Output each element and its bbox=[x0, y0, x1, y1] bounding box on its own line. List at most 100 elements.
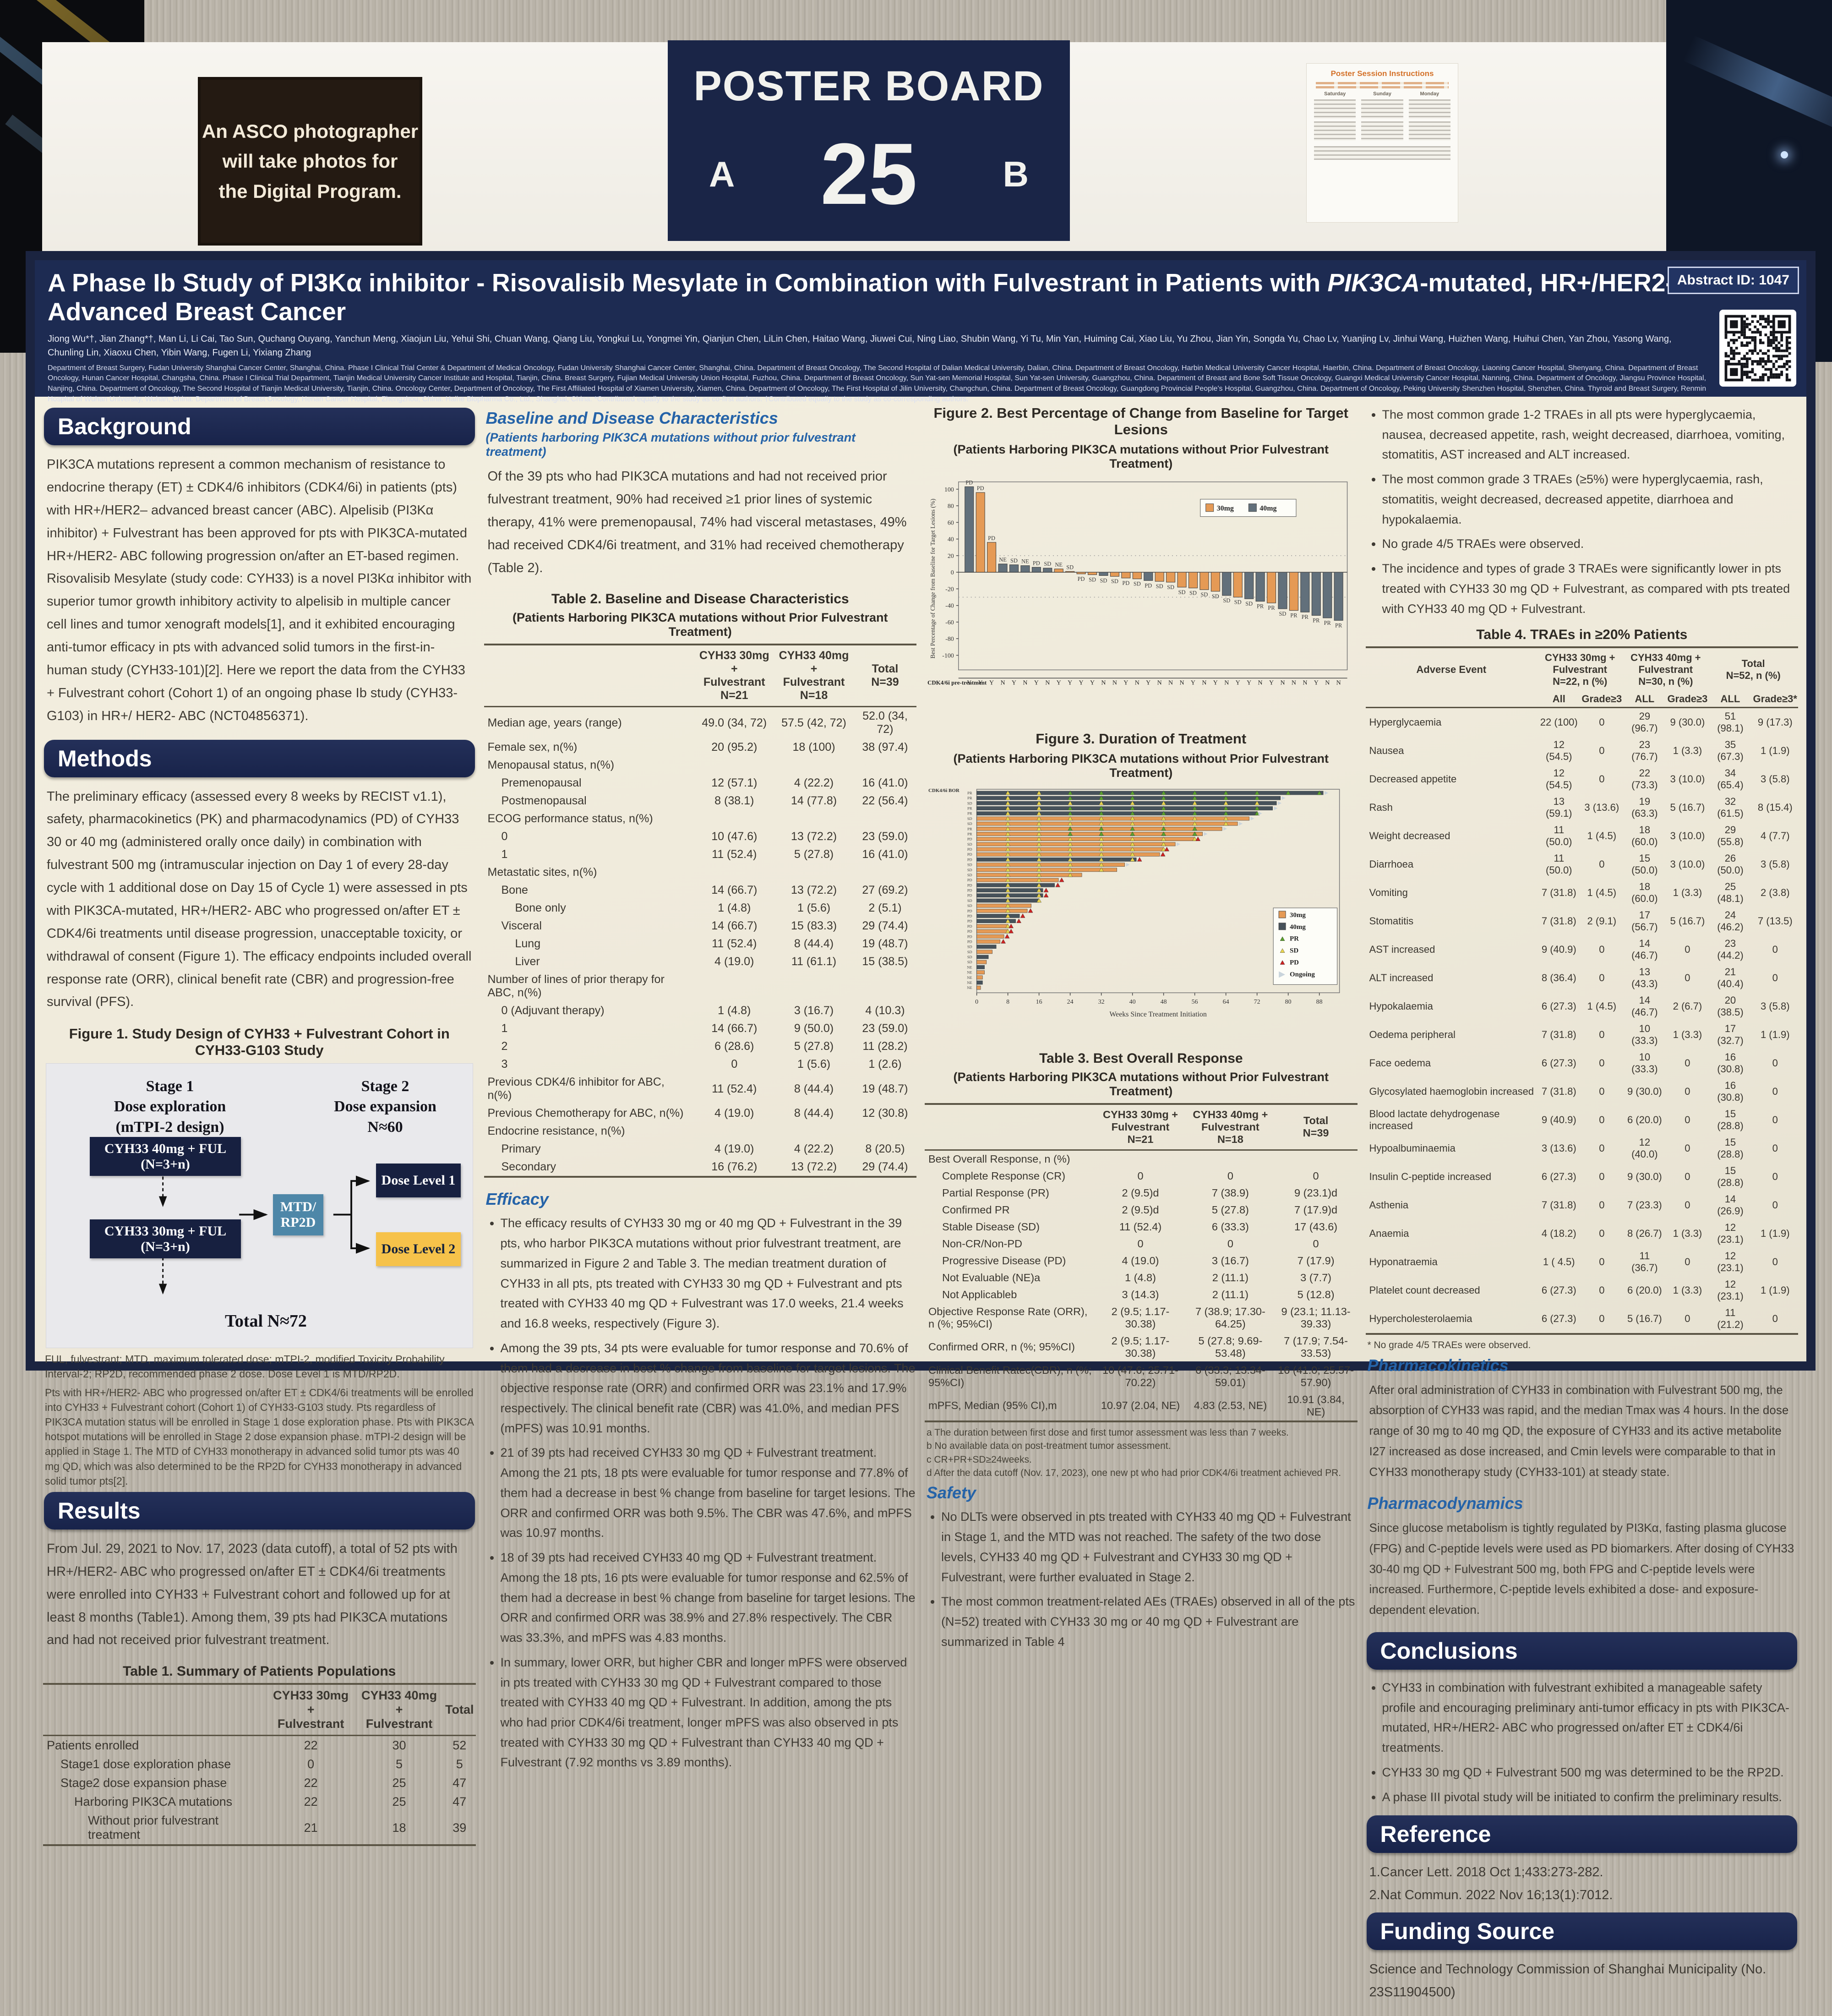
svg-text:N: N bbox=[1101, 679, 1106, 686]
svg-text:24: 24 bbox=[1067, 999, 1074, 1005]
cell-value: 3 (10.0) bbox=[1670, 830, 1705, 842]
cell-value: 0 bbox=[1599, 1199, 1605, 1211]
cell-value: 1 (3.3) bbox=[1673, 1029, 1702, 1041]
svg-text:N: N bbox=[1258, 679, 1263, 686]
cell-value: 17 (32.7) bbox=[1717, 1023, 1744, 1047]
svg-text:SD: SD bbox=[1178, 589, 1186, 596]
svg-text:N: N bbox=[1135, 679, 1140, 686]
svg-text:0: 0 bbox=[951, 569, 954, 576]
table-row: Stage2 dose expansion phase 22 25 47 bbox=[43, 1774, 476, 1792]
table-row: Bone 14 (66.7) 13 (72.2) 27 (69.2) bbox=[484, 881, 917, 899]
svg-text:PR: PR bbox=[967, 791, 972, 795]
svg-text:Y: Y bbox=[1314, 679, 1319, 686]
cell-value: 8 (20.5) bbox=[865, 1142, 905, 1156]
cell-value bbox=[694, 1122, 774, 1140]
scientific-poster: A Phase Ib Study of PI3Kα inhibitor - Ri… bbox=[26, 251, 1816, 2000]
waterfall-bar bbox=[1311, 572, 1321, 616]
table2-baseline-characteristics: CYH33 30mg + Fulvestrant N=21 CYH33 40mg … bbox=[484, 644, 917, 1178]
svg-text:SD: SD bbox=[967, 955, 972, 959]
asco-photographer-sign: An ASCO photographer will take photos fo… bbox=[198, 77, 422, 246]
section-conclusions: Conclusions bbox=[1366, 1632, 1797, 1670]
cell-value: 13 (72.2) bbox=[774, 1158, 854, 1178]
cell-value: 14 (46.7) bbox=[1631, 938, 1658, 962]
svg-text:PR: PR bbox=[1335, 622, 1342, 628]
table-row: Vomiting 7 (31.8) 1 (4.5) 18 (60.0) 1 (3.3) 2… bbox=[1366, 879, 1799, 907]
cell-value: 0 bbox=[1599, 1171, 1605, 1183]
cell-value: 0 bbox=[1685, 972, 1690, 984]
row-label: Secondary bbox=[484, 1158, 695, 1178]
cell-value: 24 (46.2) bbox=[1717, 909, 1744, 933]
section-background: Background bbox=[44, 408, 475, 445]
poster-title: A Phase Ib Study of PI3Kα inhibitor - Ri… bbox=[48, 268, 1710, 327]
cell-value: 0 bbox=[731, 1058, 738, 1071]
cell-value: 4 (7.7) bbox=[1760, 830, 1790, 842]
waterfall-bar bbox=[998, 563, 1008, 573]
row-label: Endocrine resistance, n(%) bbox=[487, 1125, 625, 1138]
waterfall-bar bbox=[1323, 572, 1332, 618]
cell-value: 7 (31.8) bbox=[1541, 915, 1576, 927]
svg-text:SD: SD bbox=[1279, 611, 1287, 617]
table-column-header: Total bbox=[443, 1683, 476, 1737]
table-row: Nausea 12 (54.5) 0 23 (76.7) 1 (3.3) 35 (67.3… bbox=[1366, 737, 1799, 765]
cell-value: 22 (56.4) bbox=[862, 794, 908, 808]
cell-value: 23 (76.7) bbox=[1631, 739, 1658, 763]
cell-value: 1 (5.6) bbox=[797, 901, 831, 915]
svg-text:PR: PR bbox=[1290, 935, 1299, 943]
table3-footnote-a: a The duration between first dose and fi… bbox=[927, 1427, 1289, 1438]
cell-value: 9 (17.3) bbox=[1757, 716, 1793, 728]
svg-text:72: 72 bbox=[1254, 999, 1260, 1005]
poster-board-side-a: A bbox=[709, 153, 735, 194]
figure1-stage1-heading: Stage 1 Dose exploration (mTPI-2 design) bbox=[114, 1078, 226, 1136]
cell-value: 0 bbox=[307, 1757, 315, 1771]
table-row: Hyperglycaemia 22 (100) 0 29 (96.7) 9 (30.0)… bbox=[1366, 708, 1799, 737]
swimmer-bar bbox=[976, 945, 997, 949]
cell-value: 22 (73.3) bbox=[1631, 767, 1658, 791]
row-label: Primary bbox=[501, 1142, 541, 1156]
cell-value: 7 (31.8) bbox=[1541, 1199, 1576, 1211]
cell-value bbox=[694, 756, 774, 774]
svg-text:-80: -80 bbox=[945, 636, 954, 643]
cell-value: 8 (44.4) bbox=[794, 937, 834, 951]
svg-text:N: N bbox=[1168, 679, 1173, 686]
cell-value: 4 (18.2) bbox=[1541, 1228, 1576, 1240]
table3-footnote-b: b No available data on post-treatment tu… bbox=[927, 1441, 1171, 1452]
cell-value: 22 (100) bbox=[1540, 716, 1578, 728]
table-row: AST increased 9 (40.9) 0 14 (46.7) 0 23 (44.2… bbox=[1366, 935, 1799, 964]
qr-code bbox=[1719, 310, 1796, 387]
cell-value: 16 (41.0; 25.57-57.90) bbox=[1278, 1364, 1354, 1388]
cell-value: 0 bbox=[1772, 1086, 1778, 1098]
poster-authors: Jiong Wu*†, Jian Zhang*†, Man Li, Li Cai… bbox=[48, 333, 1672, 358]
svg-text:N: N bbox=[1280, 679, 1285, 686]
cell-value: 1 (4.5) bbox=[1587, 1000, 1617, 1012]
conclusion-bullet: CYH33 in combination with fulvestrant ex… bbox=[1382, 1678, 1799, 1758]
cell-value bbox=[854, 971, 916, 1002]
cell-value: 17 (56.7) bbox=[1631, 909, 1658, 933]
table3-best-overall-response: CYH33 30mg + Fulvestrant N=21 CYH33 40mg … bbox=[925, 1103, 1358, 1422]
cell-value bbox=[1275, 1150, 1358, 1168]
row-label: Oedema peripheral bbox=[1369, 1029, 1456, 1041]
svg-text:SD: SD bbox=[1156, 583, 1163, 590]
table-column-header: CYH33 30mg + Fulvestrant N=21 bbox=[694, 644, 774, 708]
waterfall-bar bbox=[1300, 572, 1310, 612]
cell-value: 4 (22.2) bbox=[794, 1142, 834, 1156]
table-row: Menopausal status, n(%) bbox=[484, 756, 917, 774]
cell-value: 34 (65.4) bbox=[1717, 767, 1744, 791]
cell-value bbox=[1186, 1150, 1274, 1168]
cell-value: 0 bbox=[1599, 1284, 1605, 1296]
waterfall-bar bbox=[1200, 572, 1209, 590]
table-row: Previous CDK4/6 inhibitor for ABC, n(%) 1… bbox=[484, 1073, 917, 1104]
svg-text:PD: PD bbox=[967, 939, 972, 944]
svg-text:SD: SD bbox=[967, 816, 972, 821]
waterfall-bar bbox=[1289, 572, 1298, 611]
cell-value: 27 (69.2) bbox=[862, 884, 908, 897]
trae-bullet-list: The most common grade 1-2 TRAEs in all p… bbox=[1369, 405, 1799, 619]
cell-value: 8 (44.4) bbox=[794, 1107, 834, 1120]
row-label: Rash bbox=[1369, 802, 1393, 814]
cell-value bbox=[854, 863, 916, 881]
row-label: Bone bbox=[501, 884, 528, 897]
cell-value: 0 bbox=[1599, 716, 1605, 728]
svg-text:PD: PD bbox=[967, 847, 972, 852]
cell-value: 10.91 (3.84, NE) bbox=[1274, 1391, 1358, 1422]
efficacy-bullet: Among the 39 pts, 34 pts were evaluable … bbox=[501, 1339, 917, 1439]
swimmer-bar bbox=[976, 832, 1203, 836]
